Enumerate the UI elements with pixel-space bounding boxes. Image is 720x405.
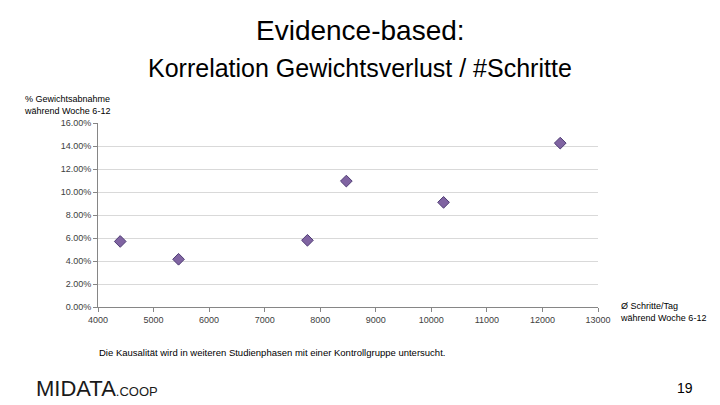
svg-text:4.00%: 4.00% [66, 256, 92, 266]
svg-text:19: 19 [677, 380, 693, 396]
svg-text:12000: 12000 [530, 315, 555, 325]
svg-text:Die Kausalität wird in weitere: Die Kausalität wird in weiteren Studienp… [99, 347, 445, 358]
svg-text:Korrelation Gewichtsverlust /: Korrelation Gewichtsverlust / #Schritte [148, 54, 572, 82]
svg-text:9000: 9000 [366, 315, 386, 325]
svg-text:Ø Schritte/Tagwährend Woche 6-: Ø Schritte/Tagwährend Woche 6-12 [620, 301, 706, 323]
svg-text:11000: 11000 [475, 315, 499, 325]
svg-text:7000: 7000 [255, 315, 275, 325]
svg-text:% Gewichtsabnahmewährend Woche: % Gewichtsabnahmewährend Woche 6-12 [24, 94, 110, 116]
svg-text:13000: 13000 [585, 315, 610, 325]
svg-text:16.00%: 16.00% [61, 118, 92, 128]
svg-text:8000: 8000 [310, 315, 330, 325]
svg-text:4000: 4000 [88, 315, 108, 325]
svg-text:0.00%: 0.00% [66, 302, 92, 312]
svg-text:MIDATA.COOP: MIDATA.COOP [36, 376, 158, 401]
svg-text:10000: 10000 [419, 315, 444, 325]
svg-text:Evidence-based:: Evidence-based: [256, 15, 465, 46]
svg-text:8.00%: 8.00% [66, 210, 92, 220]
svg-text:12.00%: 12.00% [61, 164, 92, 174]
svg-text:14.00%: 14.00% [61, 141, 92, 151]
svg-text:6.00%: 6.00% [66, 233, 92, 243]
svg-text:10.00%: 10.00% [61, 187, 92, 197]
svg-text:5000: 5000 [144, 315, 164, 325]
svg-text:2.00%: 2.00% [66, 279, 92, 289]
svg-text:6000: 6000 [199, 315, 219, 325]
